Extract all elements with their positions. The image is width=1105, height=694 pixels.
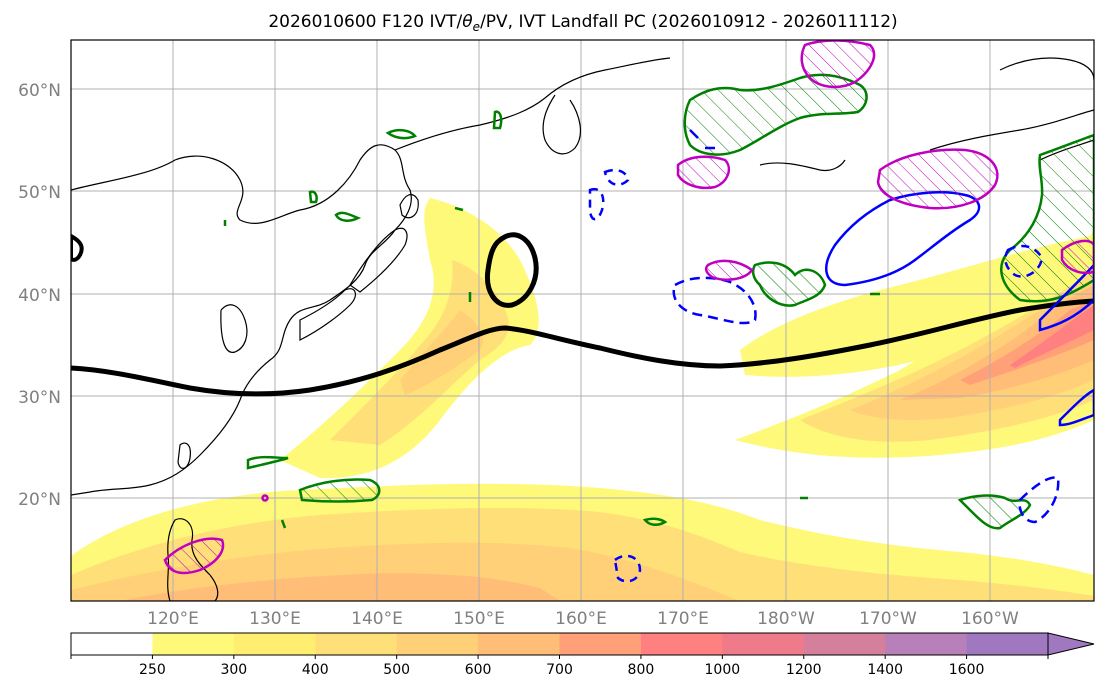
ivt-shading [71, 198, 1094, 601]
colorbar-tick-label: 600 [465, 662, 492, 678]
map-frame [70, 39, 1095, 602]
lon-label: 170°W [859, 609, 917, 629]
colorbar-segment [640, 633, 723, 655]
colorbar-segment [803, 633, 886, 655]
lon-label: 170°E [657, 609, 709, 629]
lon-label: 150°E [453, 609, 505, 629]
ivt-colorbar: 250 300 400 500 600 700 800 1000 1200 1400 1600 [70, 632, 1095, 678]
map-gridlines [71, 40, 1094, 601]
colorbar-tick-label: 700 [546, 662, 573, 678]
lon-label: 120°E [147, 609, 199, 629]
colorbar-segment [559, 633, 642, 655]
colorbar-extend-arrow [1047, 632, 1095, 656]
lat-label: 50°N [18, 183, 61, 203]
lon-label: 160°E [555, 609, 607, 629]
lat-label: 40°N [18, 286, 61, 306]
lat-label: 20°N [18, 490, 61, 510]
black-contours [71, 232, 1094, 397]
map-panel [71, 40, 1094, 601]
colorbar-segment [966, 633, 1049, 655]
magenta-contours [163, 40, 1094, 575]
lon-label: 160°W [961, 609, 1019, 629]
colorbar-segment [722, 633, 805, 655]
lon-label: 140°E [351, 609, 403, 629]
blue-contours [588, 129, 1094, 583]
colorbar-tick-label: 800 [628, 662, 655, 678]
colorbar-tick-label: 1400 [867, 662, 903, 678]
figure-title: 2026010600 F120 IVT/θe/PV, IVT Landfall … [268, 12, 897, 34]
colorbar-segment [233, 633, 316, 655]
colorbar-tick-label: 400 [302, 662, 329, 678]
lon-label: 180°W [757, 609, 815, 629]
colorbar-segment [152, 633, 235, 655]
colorbar-tick-label: 1600 [949, 662, 985, 678]
colorbar-tick-label: 1200 [786, 662, 822, 678]
longitude-labels: 120°E 130°E 140°E 150°E 160°E 170°E 180°… [147, 609, 1019, 629]
colorbar-segment [885, 633, 968, 655]
latitude-labels: 60°N 50°N 40°N 30°N 20°N [18, 81, 61, 510]
colorbar-tick-label: 1000 [705, 662, 741, 678]
colorbar-tick-label: 300 [220, 662, 247, 678]
colorbar-segment [478, 633, 560, 655]
lat-label: 30°N [18, 388, 61, 408]
lat-label: 60°N [18, 81, 61, 101]
lon-label: 130°E [249, 609, 301, 629]
colorbar-tick-label: 250 [139, 662, 166, 678]
colorbar-tick-label: 500 [383, 662, 410, 678]
colorbar-segment [396, 633, 479, 655]
colorbar-segment [71, 633, 153, 655]
coastlines [71, 57, 1094, 601]
colorbar-segment [315, 633, 398, 655]
